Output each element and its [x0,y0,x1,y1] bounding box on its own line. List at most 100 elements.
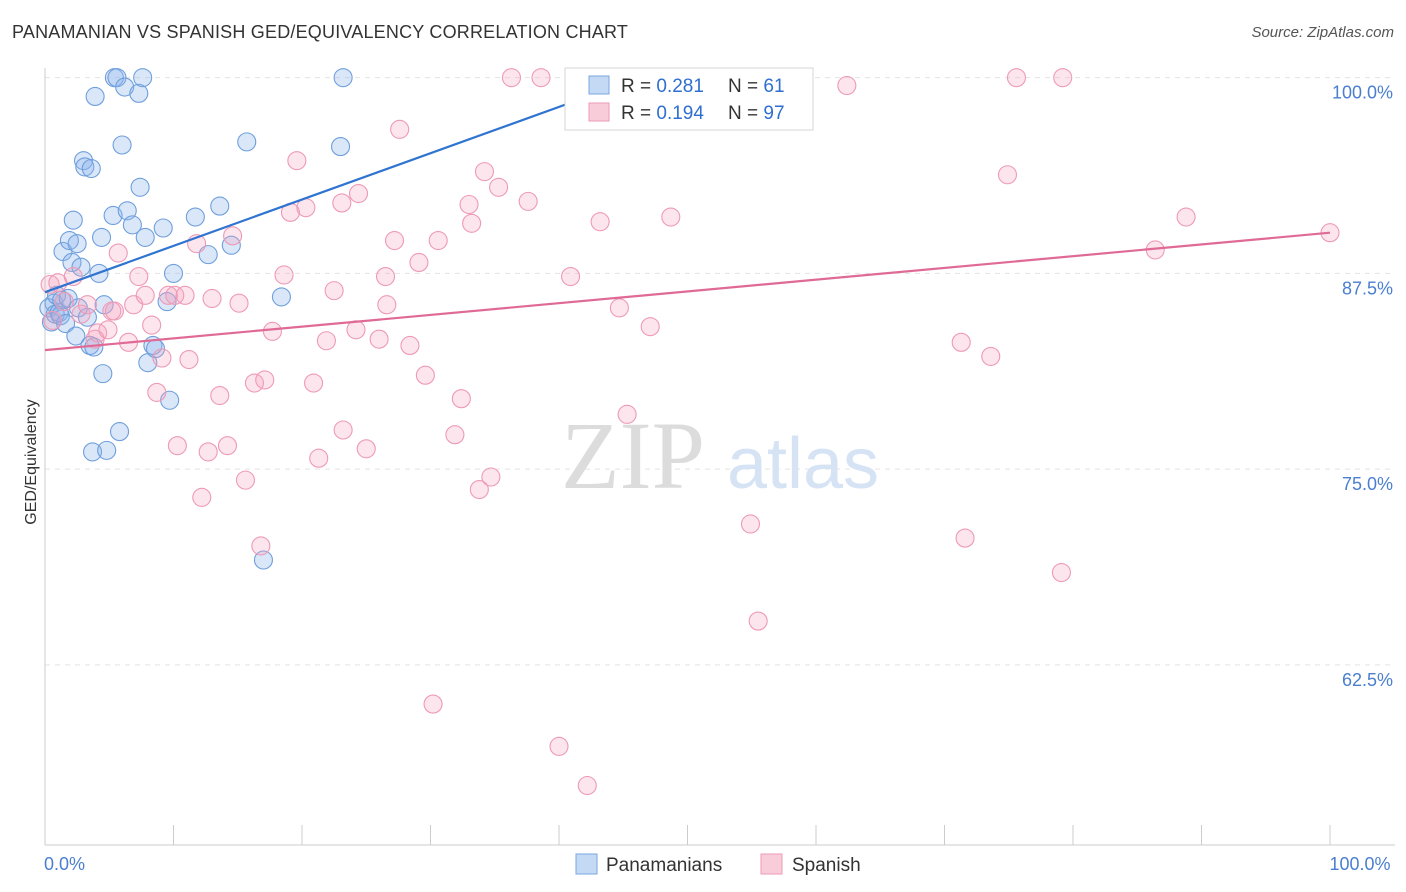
point-spanish-72 [549,736,569,756]
point-spanish-34 [244,373,265,393]
point-spanish-86 [837,75,857,96]
point-spanish-70 [518,191,538,211]
point-spanish-44 [316,331,336,351]
point-spanish-92 [1051,562,1071,583]
point-spanish-77 [617,404,637,424]
point-spanish-82 [748,611,768,631]
point-spanish-24 [179,349,199,370]
legend-label-spanish[interactable]: Spanish [792,855,861,876]
point-spanish-79 [661,207,681,227]
point-panamanians-31 [103,205,123,226]
chart-source: Source: ZipAtlas.com [1251,24,1394,41]
point-panamanians-51 [198,245,218,265]
legend-swatch-panamanians[interactable] [575,853,598,875]
point-spanish-95 [1176,207,1196,227]
point-spanish-3 [54,292,74,312]
points-layer [39,68,1340,796]
y-tick-label-1: 87.5% [1342,278,1393,298]
chart-title: PANAMANIAN VS SPANISH GED/EQUIVALENCY CO… [12,22,629,42]
point-spanish-75 [590,212,610,232]
point-spanish-15 [129,266,149,287]
point-panamanians-15 [67,234,87,254]
trend-line-spanish [44,231,1331,352]
point-panamanians-49 [163,263,184,283]
stats-n-value-panamanians: 61 [763,76,784,97]
x-tick-label-1: 100.0% [1329,854,1390,874]
point-spanish-56 [400,335,420,355]
point-spanish-31 [223,226,243,246]
point-spanish-20 [158,285,178,305]
point-panamanians-14 [66,326,86,346]
point-panamanians-54 [237,132,257,152]
y-tick-label-0: 100.0% [1332,83,1393,103]
point-spanish-21 [165,285,185,305]
point-panamanians-13 [63,210,83,230]
svg-text:R = 0.281: R = 0.281 [621,76,704,97]
svg-text:N = 97: N = 97 [728,103,785,124]
point-panamanians-47 [157,292,177,312]
stats-swatch-panamanians [588,75,610,95]
point-panamanians-5 [49,303,69,323]
legend-swatch-spanish[interactable] [760,853,783,875]
stats-swatch-spanish [588,102,610,122]
point-panamanians-37 [117,201,137,221]
point-panamanians-50 [185,207,205,227]
axes-layer: 100.0% 87.5% 75.0% 62.5% 0.0% 100.0% [44,68,1395,874]
svg-text:R = 0.194: R = 0.194 [621,103,704,124]
point-panamanians-39 [129,83,149,103]
series-legend: Panamanians Spanish [575,853,861,876]
y-tick-label-2: 75.0% [1342,474,1393,494]
stats-r-value-spanish: 0.194 [656,103,704,124]
point-spanish-47 [333,420,353,440]
point-panamanians-40 [130,177,150,197]
point-spanish-1 [43,310,63,330]
point-spanish-48 [346,320,366,340]
point-spanish-58 [415,365,435,385]
trend-layer [44,68,1331,352]
stats-r-label-panamanians: R = [621,76,656,97]
point-spanish-27 [198,442,218,462]
point-spanish-74 [577,775,597,796]
point-panamanians-27 [91,227,112,247]
point-panamanians-56 [271,287,291,307]
point-spanish-68 [489,177,509,197]
point-spanish-12 [108,243,128,263]
point-panamanians-30 [97,440,117,460]
point-panamanians-46 [153,218,173,238]
point-spanish-54 [384,230,405,251]
point-spanish-11 [104,301,124,321]
point-spanish-69 [501,68,522,88]
point-spanish-49 [348,183,369,204]
point-panamanians-57 [330,137,351,157]
point-spanish-28 [202,288,222,309]
point-spanish-87 [951,332,971,352]
x-tick-label-0: 0.0% [44,854,85,874]
point-spanish-37 [262,321,282,341]
point-spanish-78 [640,317,660,337]
point-spanish-30 [217,436,238,456]
point-spanish-57 [409,252,429,272]
point-spanish-9 [98,320,118,340]
point-panamanians-38 [122,215,142,235]
point-spanish-26 [192,487,212,507]
point-panamanians-52 [210,196,230,216]
point-spanish-35 [251,536,271,556]
point-spanish-59 [423,694,443,714]
point-spanish-36 [255,370,275,390]
point-panamanians-42 [135,227,155,247]
stats-r-value-panamanians: 0.281 [656,76,704,97]
point-panamanians-12 [62,252,82,272]
point-spanish-19 [152,348,172,368]
point-spanish-63 [459,194,479,215]
point-spanish-91 [1006,68,1027,88]
point-spanish-40 [287,151,307,171]
legend-label-panamanians[interactable]: Panamanians [606,855,722,876]
point-spanish-51 [369,329,389,349]
point-spanish-32 [229,293,249,313]
point-spanish-55 [390,119,410,139]
point-spanish-81 [740,514,761,534]
point-panamanians-35 [112,135,132,155]
stats-n-label-spanish: N = [728,103,763,124]
point-spanish-93 [1053,68,1073,88]
